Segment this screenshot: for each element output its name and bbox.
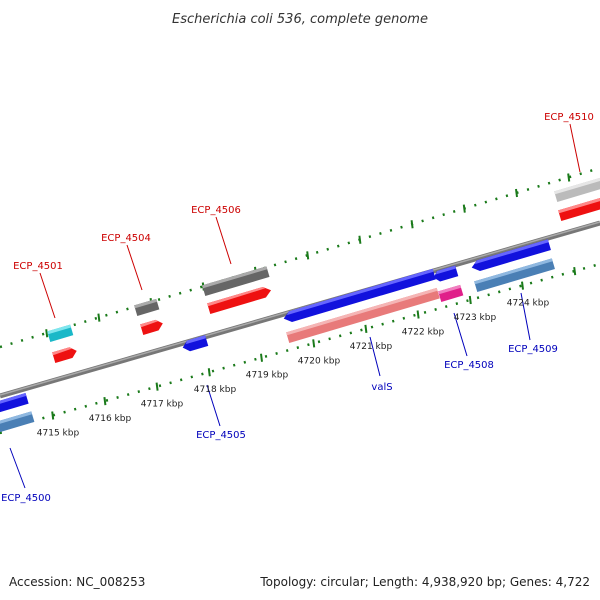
gene-ECP_4501-misc bbox=[47, 324, 74, 342]
gene-ECP_4506-misc bbox=[202, 266, 270, 296]
label-ECP_4505: ECP_4505 bbox=[196, 430, 246, 441]
gene-ECP_4500 bbox=[0, 393, 29, 415]
gene-ECP_4506 bbox=[207, 286, 272, 314]
inner-ruler-ticks bbox=[0, 267, 577, 435]
callout-lines bbox=[9, 123, 581, 489]
inner-major-tick bbox=[51, 411, 55, 420]
inner-major-tick bbox=[521, 281, 524, 290]
inner-ruler bbox=[0, 262, 600, 432]
label-ECP_4509: ECP_4509 bbox=[508, 344, 558, 355]
inner-major-tick bbox=[468, 295, 472, 305]
outer-major-tick bbox=[45, 329, 49, 338]
gene-labels: ECP_4501 ECP_4504 ECP_4506 ECP_4510 ECP_… bbox=[1, 112, 594, 504]
label-ECP_4504: ECP_4504 bbox=[101, 233, 151, 244]
label-ECP_4508: ECP_4508 bbox=[444, 360, 494, 371]
label-ECP_4510: ECP_4510 bbox=[544, 112, 594, 123]
gene-ECP_4509 bbox=[474, 258, 555, 292]
accession-text: Accession: NC_008253 bbox=[9, 575, 145, 589]
inner-major-tick bbox=[260, 353, 263, 362]
inner-major-tick bbox=[103, 396, 107, 406]
gene-ECP_4501 bbox=[52, 347, 77, 363]
ruler-label: 4722 kbp bbox=[402, 328, 445, 338]
outer-major-tick bbox=[410, 220, 414, 229]
outer-major-tick bbox=[515, 188, 518, 198]
ruler-label: 4721 kbp bbox=[350, 342, 393, 352]
inner-major-tick bbox=[312, 339, 316, 348]
gene-ECP_4510 bbox=[558, 196, 600, 221]
ruler-label: 4716 kbp bbox=[89, 414, 132, 424]
outer-major-tick bbox=[306, 251, 310, 260]
gene-ECP_4504-misc bbox=[134, 298, 160, 316]
gene-ECP_4508 bbox=[438, 284, 464, 302]
label-ECP_4500: ECP_4500 bbox=[1, 493, 51, 504]
gene-valS-misc bbox=[286, 287, 440, 343]
ruler-label: 4724 kbp bbox=[507, 298, 550, 308]
forward-features bbox=[47, 177, 600, 363]
ruler-label: 4717 kbp bbox=[141, 400, 184, 410]
inner-major-tick bbox=[573, 267, 577, 276]
ruler-labels: 4715 kbp 4716 kbp 4717 kbp 4718 kbp 4719 kbp… bbox=[37, 298, 550, 438]
gene-ECP_4500-misc bbox=[0, 411, 35, 435]
ruler-label: 4719 kbp bbox=[246, 371, 289, 381]
map-title: Escherichia coli 536, complete genome bbox=[172, 12, 428, 27]
inner-major-tick bbox=[207, 368, 211, 377]
ruler-label: 4723 kbp bbox=[454, 313, 497, 323]
ruler-label: 4715 kbp bbox=[37, 428, 80, 438]
outer-major-tick bbox=[97, 313, 101, 322]
outer-major-tick bbox=[567, 173, 571, 182]
inner-major-tick bbox=[155, 382, 159, 391]
outer-major-tick bbox=[358, 235, 362, 244]
label-ECP_4501: ECP_4501 bbox=[13, 261, 63, 272]
ruler-label: 4718 kbp bbox=[194, 385, 237, 395]
gene-ECP_4510-misc bbox=[554, 177, 600, 202]
gene-ECP_4504 bbox=[140, 319, 163, 335]
inner-major-tick bbox=[364, 324, 368, 334]
reverse-features bbox=[0, 239, 555, 435]
summary-text: Topology: circular; Length: 4,938,920 bp… bbox=[259, 575, 590, 589]
label-ECP_4506: ECP_4506 bbox=[191, 205, 241, 216]
label-valS: valS bbox=[371, 382, 392, 393]
ruler-label: 4720 kbp bbox=[298, 356, 341, 366]
outer-major-tick bbox=[462, 204, 466, 213]
inner-major-tick bbox=[416, 310, 420, 319]
